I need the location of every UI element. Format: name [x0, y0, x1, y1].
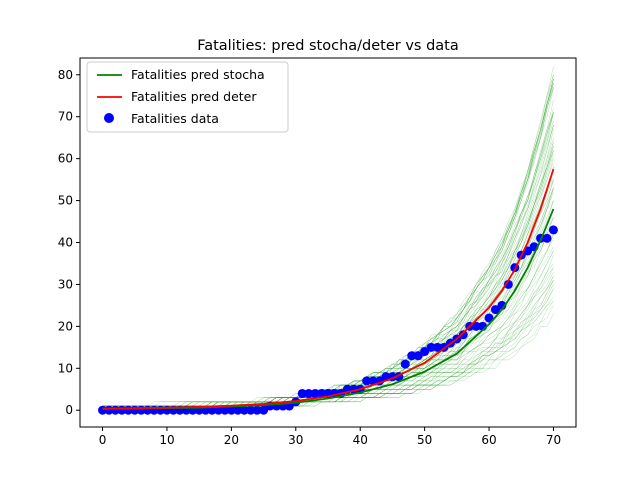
data-point [239, 405, 249, 415]
data-point [226, 405, 236, 415]
stochastic-realization [102, 250, 554, 407]
stochastic-realization [102, 313, 554, 411]
axes-layer: 0 10 20 30 40 50 60 70 0 10 20 30 40 50 60 70 80 [58, 57, 577, 447]
x-tick-label: 30 [288, 433, 303, 447]
stochastic-realization [102, 271, 554, 407]
y-tick-label: 70 [58, 110, 73, 124]
data-point [484, 313, 494, 323]
data-point [259, 405, 269, 415]
data-point [458, 330, 468, 340]
data-point [413, 351, 423, 361]
stochastic-realization [102, 267, 554, 407]
data-point [433, 342, 443, 352]
stochastic-realization [102, 275, 554, 411]
data-point [220, 405, 230, 415]
x-tick-label: 40 [353, 433, 368, 447]
data-point [213, 405, 223, 415]
stochastic-realization [102, 296, 554, 411]
y-tick-label: 30 [58, 277, 73, 291]
stochastic-realization [102, 280, 554, 411]
stochastic-realization [102, 300, 554, 411]
stochastic-realization [102, 275, 554, 407]
legend-swatch-data [104, 113, 114, 123]
y-tick-label: 60 [58, 152, 73, 166]
x-tick-label: 20 [224, 433, 239, 447]
stochastic-realization [102, 280, 554, 411]
legend-label-stocha: Fatalities pred stocha [131, 67, 265, 82]
x-tick-label: 0 [99, 433, 107, 447]
x-tick-label: 10 [159, 433, 174, 447]
x-tick-label: 50 [417, 433, 432, 447]
data-point [490, 305, 500, 315]
data-point [297, 388, 307, 398]
x-tick-label: 70 [546, 433, 561, 447]
stochastic-realization [102, 284, 554, 411]
y-tick-label: 50 [58, 194, 73, 208]
data-point [246, 405, 256, 415]
stochastic-realization [102, 288, 554, 407]
data-point [252, 405, 262, 415]
data-point [304, 388, 314, 398]
y-tick-label: 80 [58, 68, 73, 82]
stochastic-realization [102, 301, 554, 411]
legend: Fatalities pred stocha Fatalities pred d… [86, 61, 289, 133]
y-tick-label: 10 [58, 361, 73, 375]
legend-label-data: Fatalities data [131, 111, 219, 126]
deter-line [102, 168, 555, 410]
data-point [407, 351, 417, 361]
legend-frame [86, 61, 289, 133]
stochastic-realization [102, 263, 554, 407]
data-point [233, 405, 243, 415]
data-point [548, 225, 558, 235]
data-point [400, 359, 410, 369]
y-tick-label: 40 [58, 236, 73, 250]
series-layer [98, 168, 558, 415]
data-point [426, 342, 436, 352]
data-point [420, 347, 430, 357]
stochastic-realization [102, 305, 554, 407]
data-point [317, 388, 327, 398]
stochastic-realization [102, 250, 554, 411]
data-point [368, 376, 378, 386]
data-point [542, 233, 552, 243]
legend-label-deter: Fatalities pred deter [131, 89, 257, 104]
stochastic-realization [102, 288, 554, 411]
y-tick-label: 20 [58, 319, 73, 333]
data-point [471, 321, 481, 331]
y-tick-label: 0 [65, 403, 73, 417]
x-tick-label: 60 [481, 433, 496, 447]
stochastic-realization [102, 280, 554, 411]
data-point [362, 376, 372, 386]
data-point [310, 388, 320, 398]
chart-title: Fatalities: pred stocha/deter vs data [197, 38, 459, 54]
